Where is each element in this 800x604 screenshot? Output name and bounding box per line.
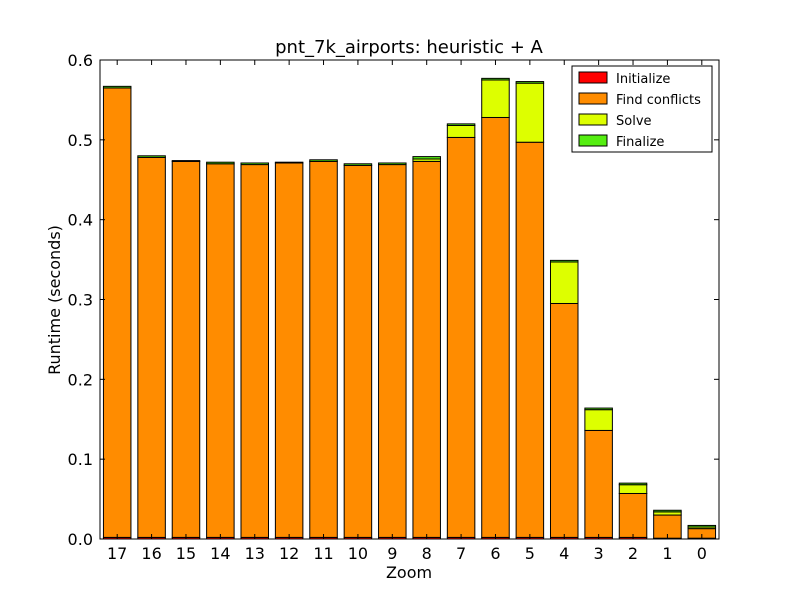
x-tick-label: 5 [525, 544, 535, 563]
bar-segment-finalize-zoom-11 [309, 159, 338, 162]
bar-segment-solve-zoom-4 [549, 261, 579, 304]
bar-segment-finalize-zoom-10 [343, 163, 373, 166]
bar-segment-finalize-zoom-8 [412, 156, 441, 160]
y-tick-label: 0.6 [68, 51, 93, 70]
bar-segment-find-conflicts-zoom-8 [412, 160, 441, 538]
bar-segment-solve-zoom-3 [584, 409, 613, 431]
bar-segment-find-conflicts-zoom-4 [549, 302, 579, 538]
bar-segment-find-conflicts-zoom-9 [378, 164, 407, 538]
bars-layer [102, 77, 717, 540]
bar-segment-finalize-zoom-5 [515, 81, 545, 84]
bar-segment-find-conflicts-zoom-3 [584, 429, 613, 538]
x-tick-label: 13 [245, 544, 265, 563]
bar-segment-solve-zoom-6 [481, 79, 510, 118]
bar-segment-finalize-zoom-4 [549, 259, 579, 263]
bar-segment-find-conflicts-zoom-11 [309, 160, 338, 538]
bar-segment-solve-zoom-5 [515, 82, 545, 143]
legend-label: Finalize [616, 135, 664, 150]
bar-segment-find-conflicts-zoom-5 [515, 141, 545, 538]
bar-segment-find-conflicts-zoom-17 [102, 87, 132, 538]
x-tick-label: 1 [662, 544, 672, 563]
legend-label: Find conflicts [616, 93, 701, 108]
x-tick-label: 4 [559, 544, 569, 563]
bar-segment-find-conflicts-zoom-14 [206, 163, 235, 538]
legend-label: Solve [616, 114, 652, 129]
bar-segment-find-conflicts-zoom-12 [274, 162, 304, 538]
bar-segment-find-conflicts-zoom-10 [343, 164, 373, 538]
bar-segment-find-conflicts-zoom-2 [618, 493, 648, 538]
legend-swatch [578, 92, 608, 105]
x-tick-label: 10 [348, 544, 368, 563]
bar-segment-finalize-zoom-6 [481, 77, 510, 81]
x-tick-label: 8 [422, 544, 432, 563]
x-tick-label: 2 [628, 544, 638, 563]
legend-label: Initialize [616, 72, 670, 87]
y-tick-label: 0.4 [68, 211, 93, 230]
x-tick-label: 14 [210, 544, 230, 563]
legend: Initialize Find conflicts Solve Finalize [571, 65, 713, 153]
bar-segment-solve-zoom-2 [618, 484, 648, 494]
bar-segment-finalize-zoom-14 [206, 161, 235, 165]
x-tick-label: 17 [107, 544, 127, 563]
bar-segment-finalize-zoom-0 [687, 524, 717, 528]
bar-segment-finalize-zoom-13 [240, 162, 270, 166]
x-tick-label: 7 [456, 544, 466, 563]
y-tick-label: 0.3 [68, 291, 93, 310]
bar-segment-find-conflicts-zoom-7 [446, 136, 476, 538]
bar-segment-finalize-zoom-12 [274, 161, 304, 164]
legend-swatch [578, 134, 608, 147]
x-tick-label: 0 [697, 544, 707, 563]
bar-segment-finalize-zoom-15 [171, 160, 201, 162]
bar-segment-finalize-zoom-17 [102, 85, 132, 89]
bar-segment-find-conflicts-zoom-6 [481, 116, 510, 538]
chart-title: pnt_7k_airports: heuristic + A [275, 37, 543, 58]
x-tick-label: 9 [387, 544, 397, 563]
bar-segment-solve-zoom-7 [446, 124, 476, 138]
x-tick-label: 16 [141, 544, 161, 563]
bar-segment-finalize-zoom-7 [446, 123, 476, 126]
y-tick-label: 0.2 [68, 370, 93, 389]
bar-segment-find-conflicts-zoom-15 [171, 160, 201, 538]
bar-segment-finalize-zoom-3 [584, 407, 613, 411]
bar-segment-finalize-zoom-16 [137, 155, 166, 158]
bar-segment-find-conflicts-zoom-13 [240, 164, 270, 538]
legend-swatch [578, 71, 608, 84]
y-tick-label: 0.5 [68, 131, 93, 150]
x-tick-label: 3 [594, 544, 604, 563]
y-axis-label: Runtime (seconds) [45, 225, 64, 375]
bar-segment-finalize-zoom-9 [378, 162, 407, 166]
x-tick-label: 15 [176, 544, 196, 563]
axes-layer: 0.00.10.20.30.40.50.617 16 15 14 13 12 11 10 9 8 7… [68, 51, 719, 563]
bar-segment-finalize-zoom-2 [618, 482, 648, 486]
x-axis-label: Zoom [386, 563, 432, 582]
y-tick-label: 0.0 [68, 530, 93, 549]
bar-segment-find-conflicts-zoom-16 [137, 156, 166, 538]
bar-segment-finalize-zoom-1 [653, 509, 682, 513]
legend-swatch [578, 113, 608, 126]
x-tick-label: 6 [490, 544, 500, 563]
y-tick-label: 0.1 [68, 450, 93, 469]
x-tick-label: 11 [313, 544, 333, 563]
x-tick-label: 12 [279, 544, 299, 563]
